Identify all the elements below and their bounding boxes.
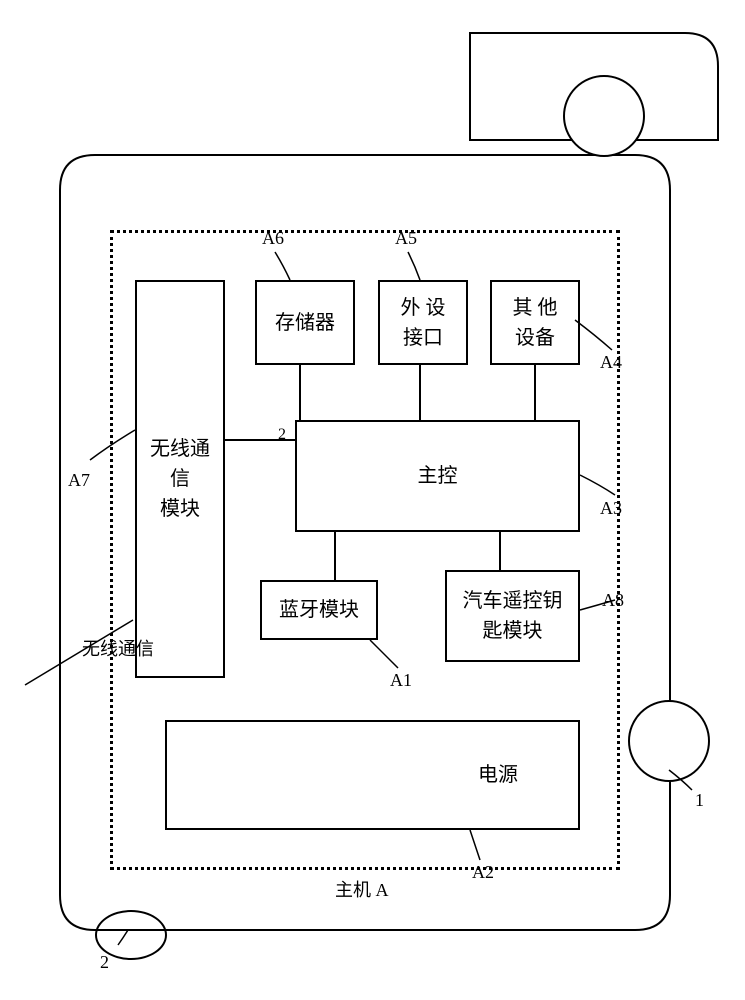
leaders-svg [0,0,745,1000]
diagram-container: 主机 A 无线通信 模块 存储器 外 设 接口 其 他 设备 主控 蓝牙模块 汽… [0,0,745,1000]
